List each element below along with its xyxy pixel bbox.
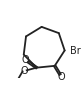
Text: Br: Br: [70, 46, 80, 56]
Text: O: O: [58, 72, 66, 82]
Text: O: O: [20, 66, 28, 76]
Text: O: O: [22, 55, 29, 65]
